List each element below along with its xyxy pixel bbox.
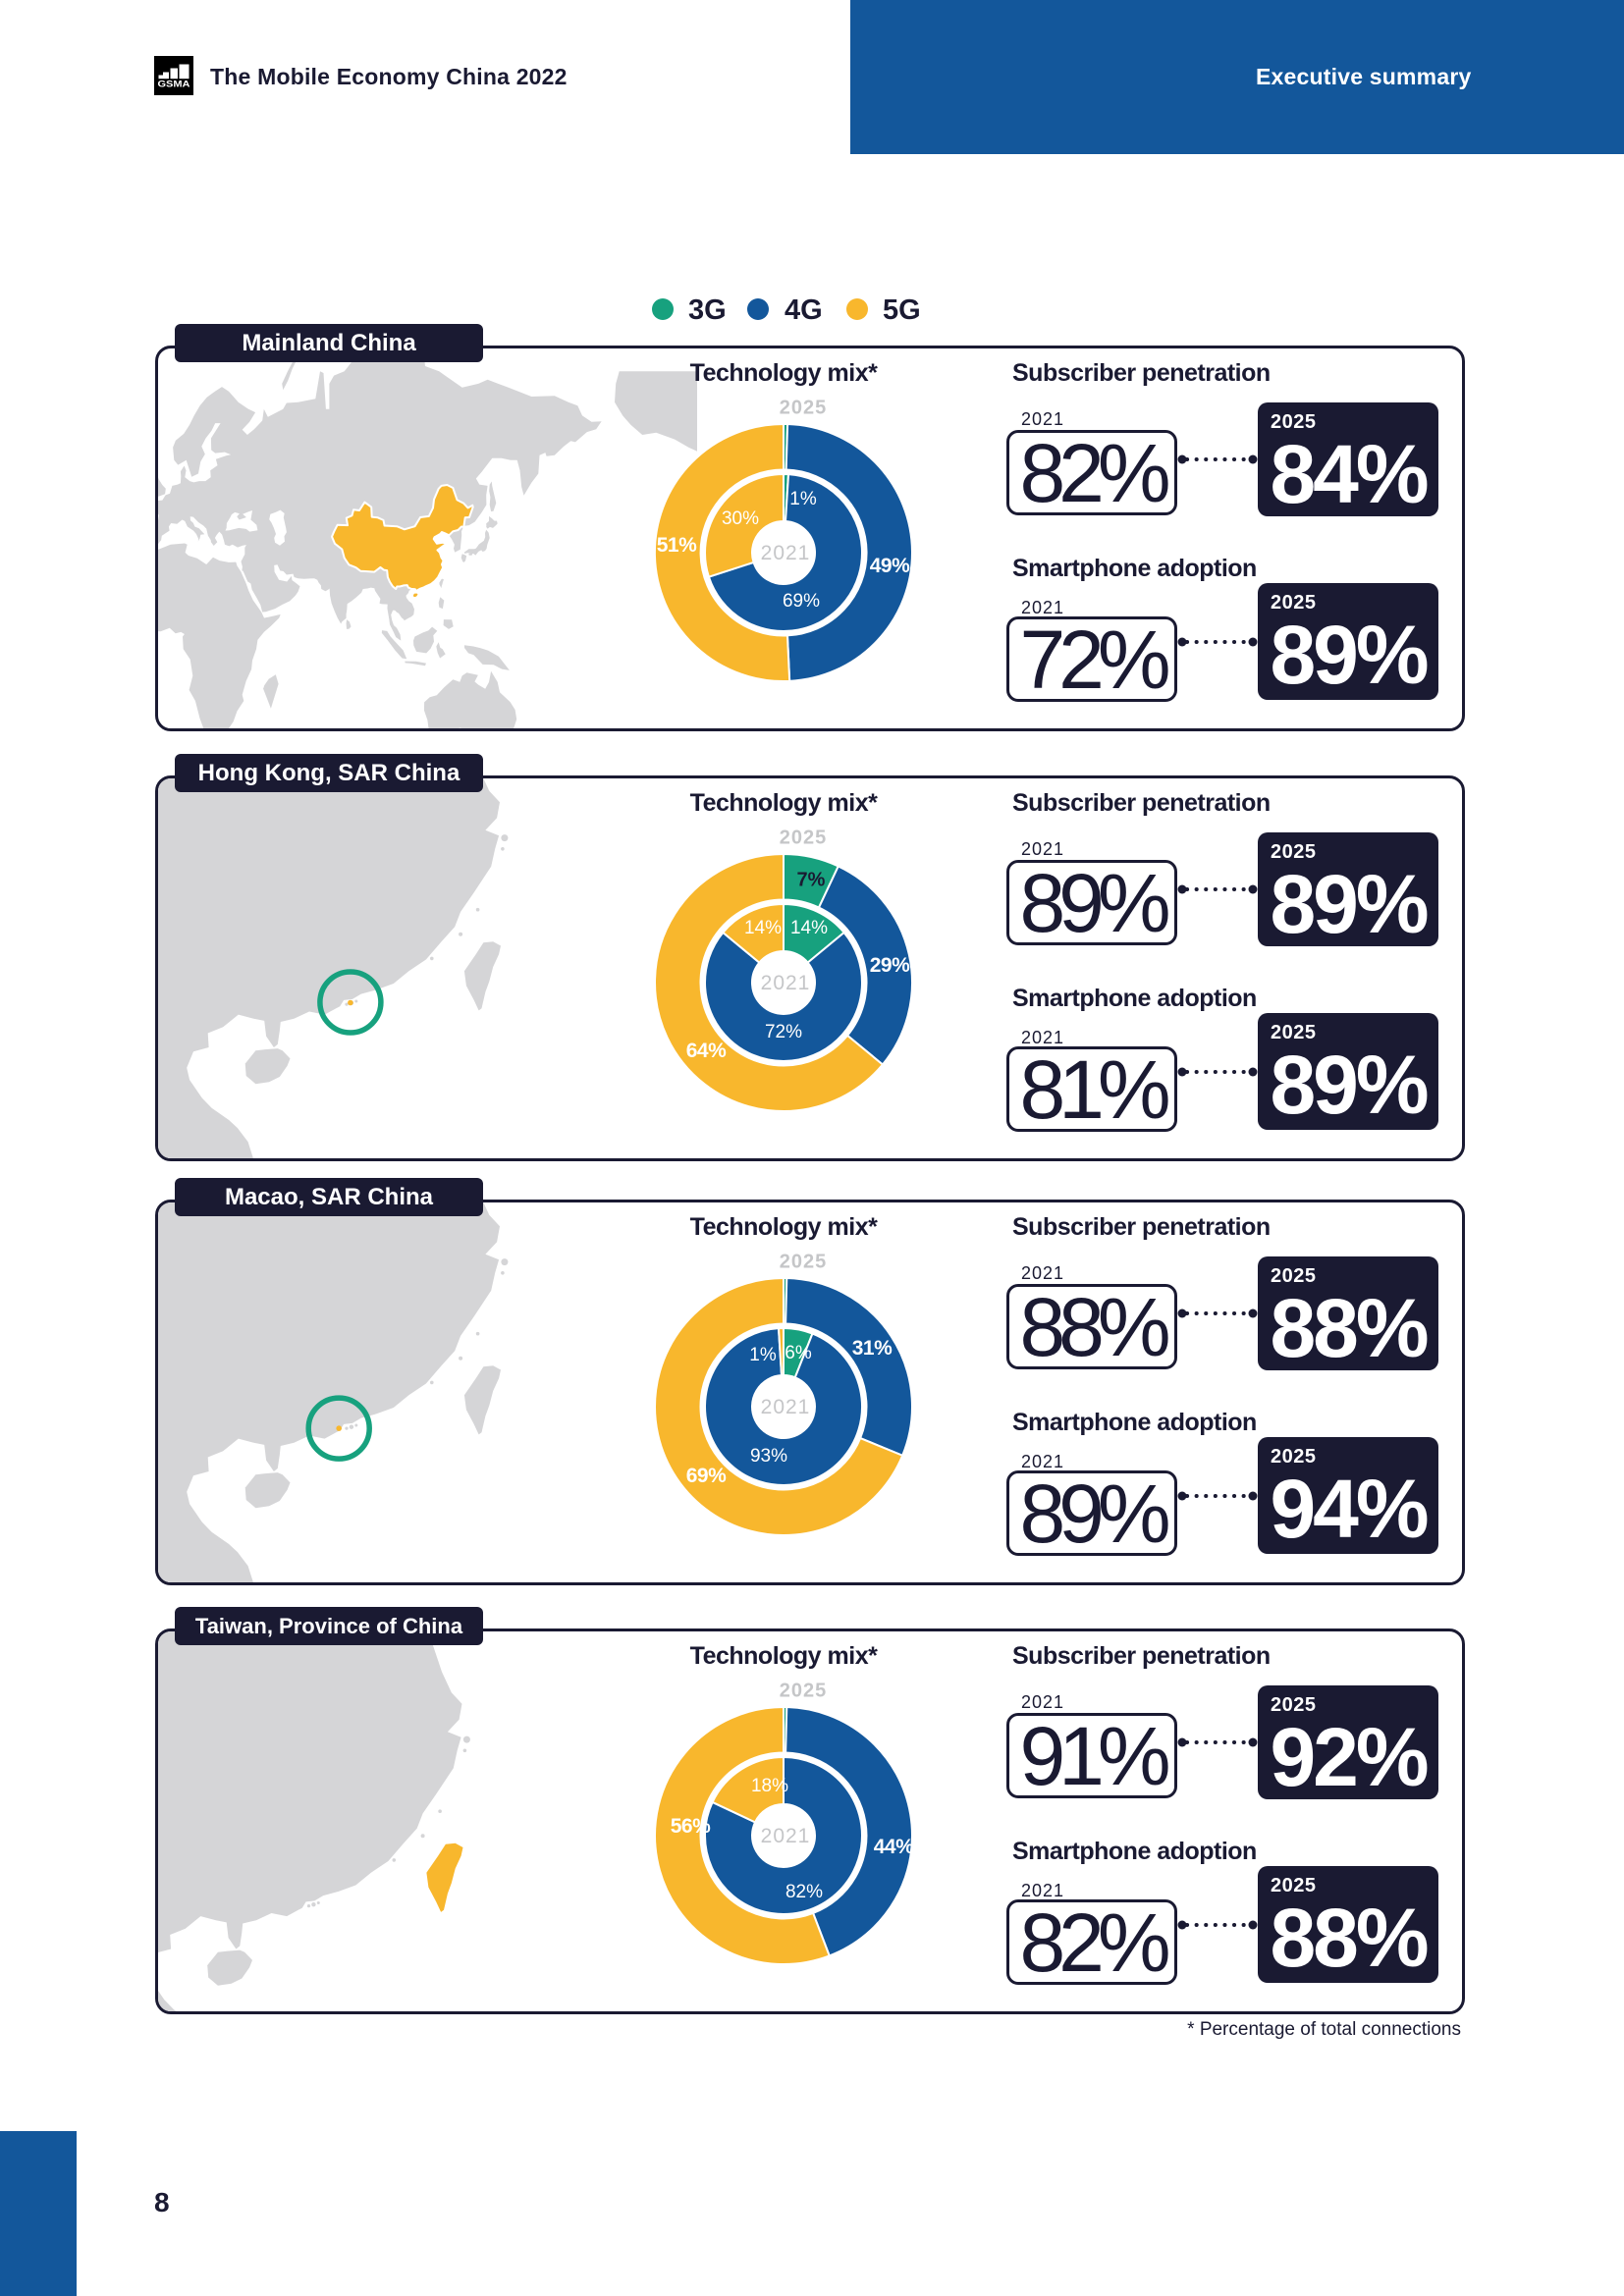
svg-text:GSMA: GSMA [158, 80, 191, 89]
